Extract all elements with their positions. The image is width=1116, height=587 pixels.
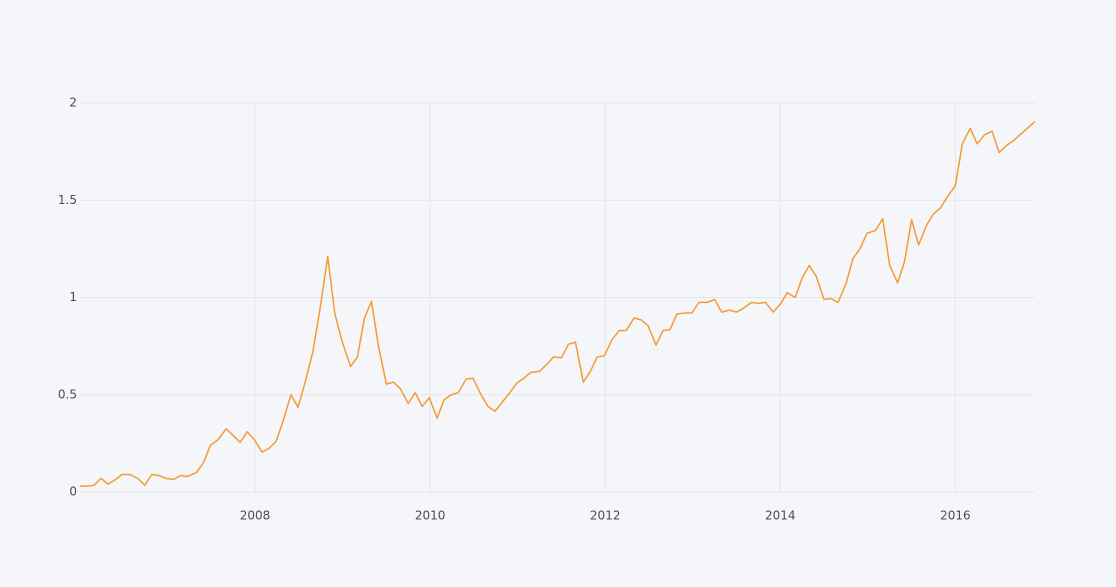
x-tick-label: 2016 <box>940 509 971 523</box>
x-tick-label: 2010 <box>415 509 446 523</box>
x-tick-label: 2008 <box>240 509 271 523</box>
y-tick-label: 0.5 <box>58 387 77 401</box>
y-tick-label: 2 <box>69 96 77 110</box>
x-tick-label: 2012 <box>590 509 621 523</box>
data-line <box>80 120 1036 487</box>
y-tick-label: 0 <box>69 485 77 499</box>
y-tick-label: 1.5 <box>58 193 77 207</box>
y-tick-label: 1 <box>69 290 77 304</box>
x-tick-label: 2014 <box>765 509 796 523</box>
